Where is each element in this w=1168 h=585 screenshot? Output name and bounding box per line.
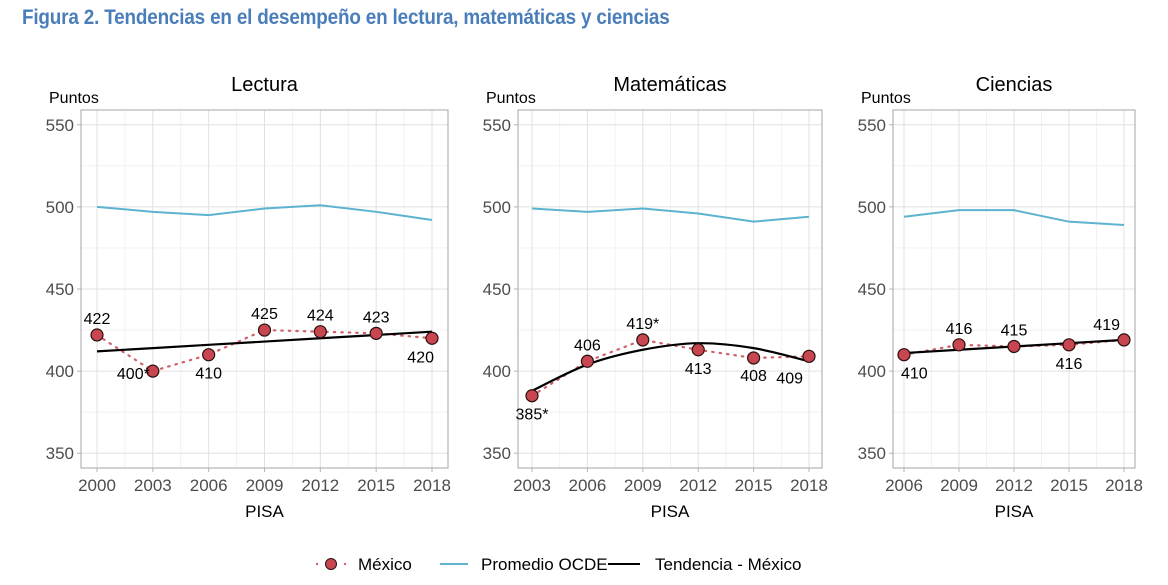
y-tick-label: 550 [858, 116, 886, 135]
data-label: 423 [363, 309, 390, 326]
figure-title: Figura 2. Tendencias en el desempeño en … [22, 6, 670, 29]
panel-lectura: 350 400 450 500 550 2000 2003 2006 2009 2012 2015 2… [46, 74, 451, 521]
mexico-data-point [525, 389, 539, 403]
x-axis-label: PISA [651, 502, 690, 521]
data-label: 410 [195, 366, 222, 383]
y-tick-label: 550 [46, 116, 74, 135]
mexico-data-point [1007, 339, 1021, 354]
x-tick-label: 2003 [134, 476, 172, 495]
panel-title: Matemáticas [613, 74, 726, 96]
trend-line [531, 342, 810, 392]
y-tick-label: 500 [858, 198, 886, 217]
panel-title: Ciencias [976, 74, 1053, 96]
panel-title: Lectura [231, 74, 299, 96]
mexico-data-point [952, 338, 966, 352]
mexico-data-point [257, 323, 272, 337]
data-label: 422 [84, 311, 111, 328]
x-tick-label: 2018 [790, 476, 828, 495]
x-tick-label: 2009 [246, 476, 284, 495]
mexico-data-point [202, 348, 216, 362]
x-axis-label: PISA [245, 502, 284, 521]
y-tick-label: 400 [858, 362, 886, 381]
x-tick-label: 2012 [301, 476, 339, 495]
y-axis-label: Puntos [49, 90, 99, 107]
mexico-data-point [425, 331, 439, 345]
y-tick-label: 500 [46, 198, 74, 217]
legend-label-mexico: México [358, 555, 412, 574]
x-tick-label: 2012 [995, 476, 1033, 495]
y-tick-label: 350 [858, 444, 886, 463]
x-tick-label: 2015 [735, 476, 773, 495]
data-label: 385* [516, 407, 549, 424]
data-label: 416 [1056, 356, 1083, 373]
mexico-data-point [90, 328, 104, 342]
y-tick-label: 350 [46, 444, 74, 463]
mexico-dotted-line [530, 338, 811, 397]
panel-matemáticas: 350 400 450 500 550 2003 2006 2009 2012 2015 2018 M… [483, 74, 828, 521]
x-tick-label: 2015 [1050, 476, 1088, 495]
legend-mexico-marker [325, 558, 337, 570]
mexico-data-point [369, 326, 383, 340]
mexico-data-point [1062, 338, 1076, 352]
y-tick-label: 450 [858, 280, 886, 299]
x-tick-label: 2006 [568, 476, 606, 495]
y-tick-label: 450 [46, 280, 74, 299]
x-tick-label: 2018 [413, 476, 451, 495]
mexico-data-point [1117, 333, 1131, 347]
y-tick-label: 450 [483, 280, 511, 299]
legend-label-trend: Tendencia - México [655, 555, 801, 574]
data-label: 410 [901, 366, 928, 383]
x-tick-label: 2009 [624, 476, 662, 495]
mexico-data-point [897, 348, 911, 362]
y-tick-label: 350 [483, 444, 511, 463]
x-axis-label: PISA [995, 502, 1034, 521]
data-label: 400* [117, 366, 150, 383]
oecd-average-line [531, 207, 810, 223]
x-tick-label: 2000 [78, 476, 116, 495]
data-label: 406 [574, 337, 601, 354]
data-label: 424 [307, 308, 334, 325]
oecd-average-line [96, 204, 433, 222]
data-label: 419 [1093, 317, 1120, 334]
data-label: 408 [740, 368, 767, 385]
y-axis-label: Puntos [486, 90, 536, 107]
mexico-data-point [746, 351, 761, 365]
mexico-data-point [313, 325, 327, 339]
legend-dot [343, 562, 347, 566]
x-tick-label: 2018 [1105, 476, 1143, 495]
legend: México Promedio OCDE Tendencia - México [315, 555, 801, 574]
x-tick-label: 2003 [513, 476, 551, 495]
mexico-data-point [580, 354, 595, 368]
legend-label-oecd: Promedio OCDE [481, 555, 608, 574]
x-tick-label: 2012 [679, 476, 717, 495]
data-label: 415 [1001, 322, 1028, 339]
data-label: 420 [407, 349, 434, 366]
mexico-data-point [146, 364, 160, 378]
y-tick-label: 400 [46, 362, 74, 381]
data-label: 413 [685, 361, 712, 378]
data-label: 419* [626, 316, 659, 333]
x-tick-label: 2015 [357, 476, 395, 495]
data-label: 416 [946, 321, 973, 338]
y-axis-label: Puntos [861, 90, 911, 107]
data-label: 425 [251, 306, 278, 323]
x-tick-label: 2006 [885, 476, 923, 495]
oecd-average-line [903, 209, 1125, 226]
mexico-data-point [691, 343, 705, 357]
mexico-data-point [802, 349, 816, 363]
x-tick-label: 2009 [940, 476, 978, 495]
y-tick-label: 400 [483, 362, 511, 381]
legend-dot [315, 562, 319, 566]
x-tick-label: 2006 [190, 476, 228, 495]
y-tick-label: 500 [483, 198, 511, 217]
y-tick-label: 550 [483, 116, 511, 135]
mexico-data-point [636, 333, 650, 347]
mexico-dotted-line [902, 338, 1126, 356]
data-label: 409 [776, 370, 803, 387]
panel-ciencias: 350 400 450 500 550 2006 2009 2012 2015 2018 Cienc… [858, 74, 1143, 521]
